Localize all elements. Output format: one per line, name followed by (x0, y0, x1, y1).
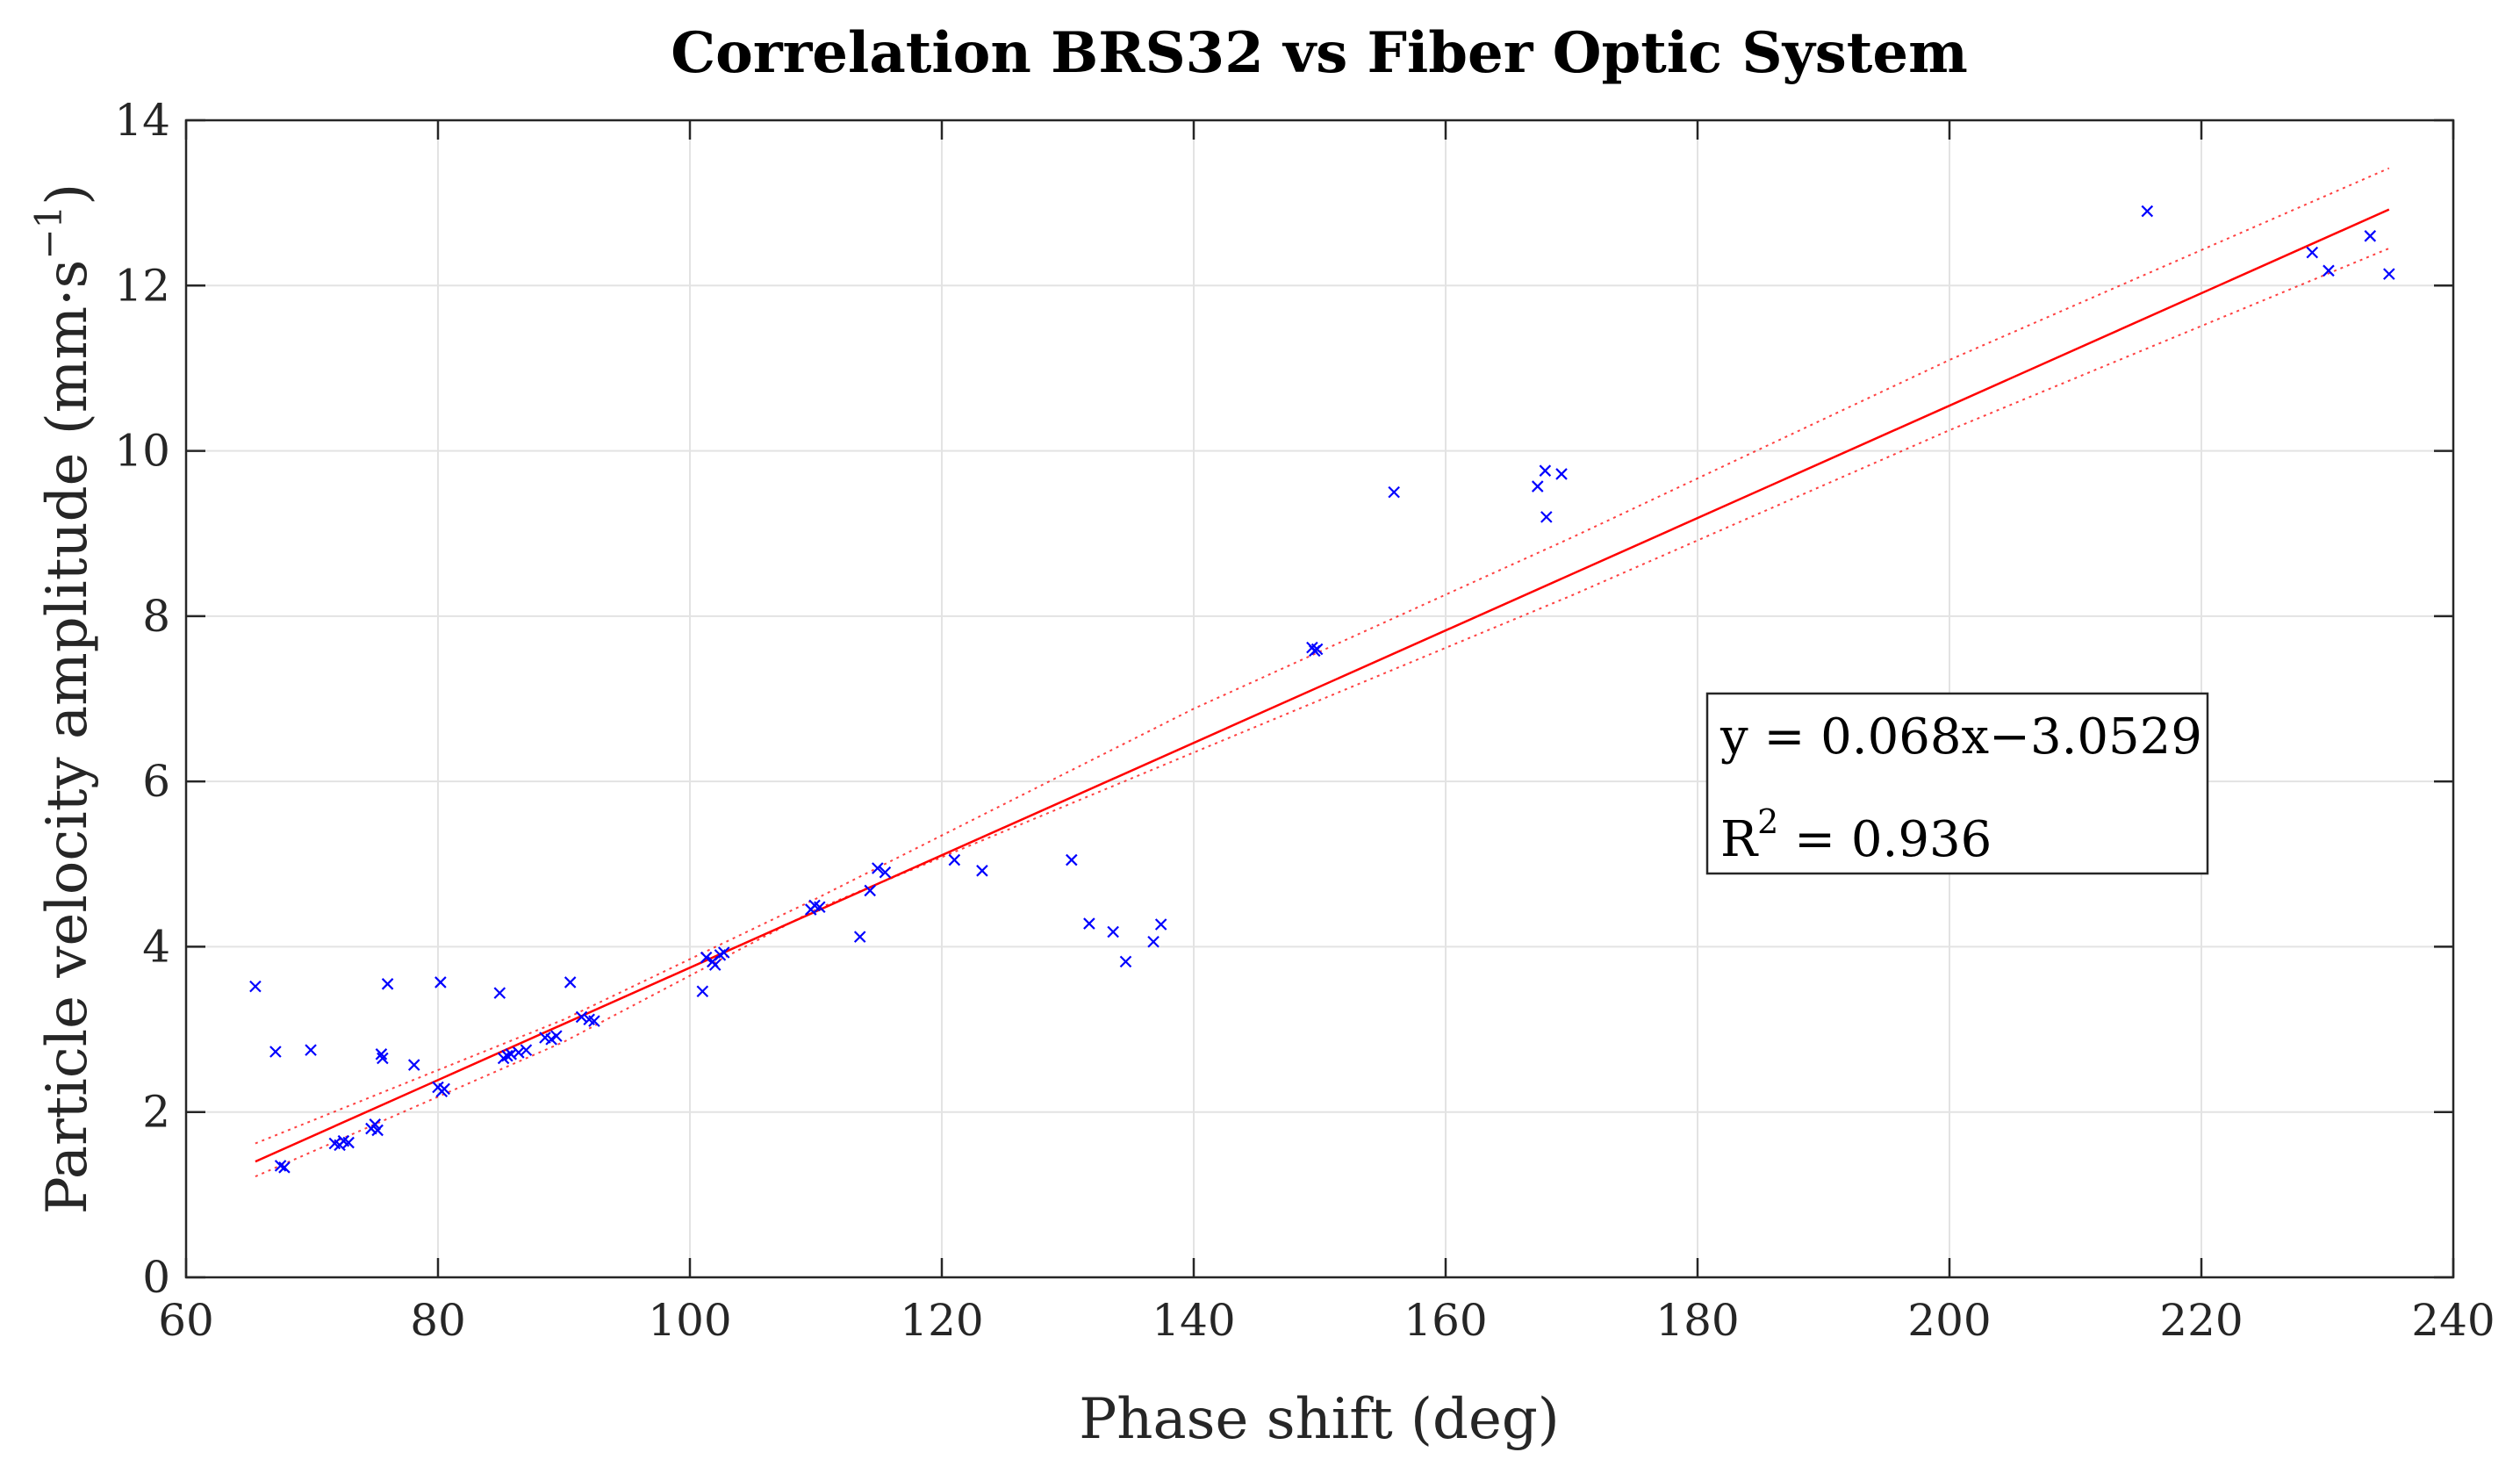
x-tick-label: 200 (1907, 1295, 1991, 1346)
regression-equation: y = 0.068x−3.0529 (1719, 708, 2202, 766)
regression-annotation: y = 0.068x−3.0529 R2 = 0.936 (1705, 692, 2209, 875)
data-point-marker (588, 1015, 600, 1027)
x-tick-label: 160 (1404, 1295, 1487, 1346)
y-tick-label: 12 (114, 260, 170, 311)
data-point-marker (976, 865, 988, 877)
y-tick-label: 8 (142, 591, 170, 642)
data-point-marker (1147, 936, 1159, 948)
data-point-marker (493, 987, 506, 999)
r-squared-label: R2 = 0.936 (1720, 802, 1992, 868)
r-squared-exponent: 2 (1757, 802, 1778, 841)
data-point-marker (564, 976, 577, 989)
confidence-bounds (255, 167, 2390, 1178)
fit-line-group (255, 208, 2390, 1163)
data-point-marker (814, 901, 826, 914)
data-point-marker (717, 946, 730, 959)
data-point-marker (407, 1059, 420, 1071)
data-point-marker (2323, 264, 2335, 277)
data-point-marker (696, 985, 709, 998)
y-axis-label: Particle velocity amplitude (mm·s−1) (27, 183, 100, 1215)
data-point-marker (501, 1049, 513, 1062)
data-point-marker (438, 1082, 450, 1096)
data-point-marker (1540, 511, 1553, 523)
data-point-marker (434, 976, 447, 989)
data-point-marker (1555, 468, 1568, 480)
data-point-marker (1083, 917, 1095, 930)
y-axis-label-exponent: −1 (27, 205, 70, 260)
data-point-marker (1539, 464, 1552, 477)
x-tick-label: 220 (2159, 1295, 2243, 1346)
data-point-marker (375, 1048, 388, 1060)
r-squared-prefix: R (1720, 811, 1759, 868)
data-point-marker (1119, 955, 1132, 968)
data-point-marker (1066, 853, 1078, 866)
data-point-marker (274, 1160, 287, 1172)
x-tick-label: 100 (648, 1295, 731, 1346)
regression-fit-line (255, 208, 2390, 1163)
x-tick-label: 240 (2411, 1295, 2495, 1346)
data-point-marker (342, 1136, 355, 1149)
x-tick-label: 60 (158, 1295, 214, 1346)
data-point-marker (249, 980, 262, 993)
x-axis-label: Phase shift (deg) (1079, 1387, 1560, 1452)
data-points (249, 205, 2395, 1174)
data-point-marker (575, 1010, 588, 1024)
plot-area-frame (184, 119, 2455, 1279)
data-point-marker (864, 884, 876, 897)
x-tick-label: 120 (900, 1295, 983, 1346)
data-point-marker (269, 1046, 282, 1058)
data-point-marker (2306, 246, 2319, 259)
data-point-marker (278, 1161, 291, 1174)
data-point-marker (1154, 918, 1167, 931)
data-point-marker (2141, 205, 2154, 218)
data-point-marker (948, 853, 961, 866)
annotation-frame (1705, 692, 2209, 875)
data-point-marker (371, 1124, 384, 1137)
data-point-marker (1388, 485, 1400, 499)
data-point-marker (2383, 268, 2395, 280)
r-squared-value: = 0.936 (1778, 811, 1992, 868)
data-point-marker (853, 931, 866, 943)
y-axis-label-main: Particle velocity amplitude (mm·s (35, 260, 100, 1215)
data-point-marker (708, 959, 722, 971)
chart-title: Correlation BRS32 vs Fiber Optic System (671, 20, 1968, 86)
x-tick-label: 180 (1655, 1295, 1739, 1346)
y-tick-label: 4 (142, 921, 170, 972)
x-tick-label: 80 (410, 1295, 466, 1346)
y-tick-label: 2 (142, 1087, 170, 1138)
data-point-marker (377, 1052, 389, 1065)
data-point-marker (1531, 480, 1544, 492)
x-tick-label: 140 (1152, 1295, 1235, 1346)
confidence-bound-upper (255, 167, 2390, 1145)
y-axis-label-suffix: ) (35, 183, 100, 205)
axis-ticks: 60 80 100 120 140 160 180 200 220 240 0 2 4 6 8 10 12 14 (114, 95, 2495, 1346)
y-tick-label: 0 (142, 1252, 170, 1303)
data-point-marker (520, 1044, 533, 1056)
data-point-marker (550, 1030, 563, 1042)
data-point-marker (872, 862, 884, 874)
data-point-marker (513, 1046, 525, 1059)
data-point-marker (305, 1044, 317, 1056)
data-point-marker (700, 951, 713, 964)
data-point-marker (1310, 643, 1324, 656)
y-tick-label: 14 (114, 95, 170, 146)
data-point-marker (2364, 230, 2377, 242)
data-point-marker (1107, 925, 1119, 938)
y-tick-label: 10 (114, 426, 170, 477)
data-point-marker (879, 866, 892, 879)
data-point-marker (381, 978, 394, 990)
y-tick-label: 6 (142, 756, 170, 807)
